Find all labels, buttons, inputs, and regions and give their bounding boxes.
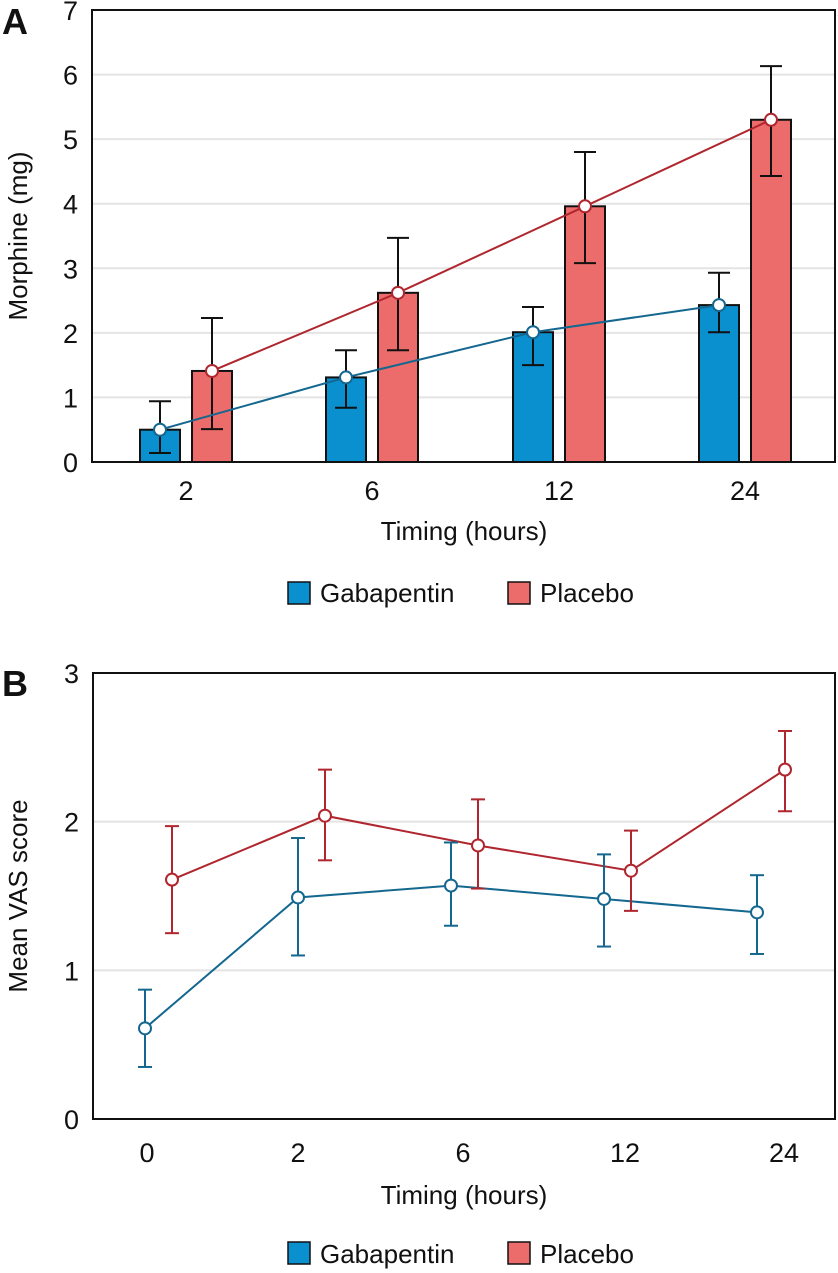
y-tick-label: 0	[63, 448, 78, 478]
x-axis-title-b: Timing (hours)	[381, 1180, 548, 1210]
x-axis-title-a: Timing (hours)	[381, 516, 548, 546]
marker-placebo	[764, 112, 778, 127]
y-tick-label: 4	[63, 190, 78, 220]
legend-a: Gabapentin Placebo	[287, 578, 634, 608]
x-tick-label: 24	[769, 1138, 799, 1168]
marker-gabapentin	[712, 298, 726, 313]
y-tick-label: 6	[63, 61, 78, 91]
legend-label-gabapentin: Gabapentin	[320, 1239, 454, 1269]
marker-gabapentin	[444, 878, 458, 893]
trend-line-gabapentin	[159, 304, 720, 431]
legend-swatch-gabapentin	[287, 1241, 311, 1265]
trend-line-placebo	[211, 118, 772, 372]
marker-placebo	[205, 363, 219, 378]
y-tick-label: 7	[63, 0, 78, 26]
y-tick-label: 3	[64, 659, 79, 689]
legend-b: Gabapentin Placebo	[287, 1239, 634, 1269]
panel-label-a: A	[2, 1, 28, 42]
x-tick-label: 2	[290, 1138, 305, 1168]
y-tick-label: 0	[64, 1105, 79, 1135]
marker-gabapentin	[339, 370, 353, 385]
marker-placebo	[391, 285, 405, 300]
marker-placebo	[471, 838, 485, 853]
marker-gabapentin	[291, 890, 305, 905]
marker-placebo	[778, 762, 792, 777]
y-tick-label: 1	[64, 956, 79, 986]
x-tick-label: 0	[139, 1138, 154, 1168]
x-tick-label: 6	[364, 476, 379, 506]
panel-label-b: B	[2, 663, 28, 704]
legend-swatch-placebo	[507, 581, 531, 605]
x-tick-label: 12	[544, 476, 574, 506]
y-tick-label: 2	[63, 319, 78, 349]
marker-gabapentin	[526, 325, 540, 340]
marker-gabapentin	[597, 891, 611, 906]
marker-placebo	[318, 808, 332, 823]
x-tick-label: 12	[610, 1138, 640, 1168]
legend-label-gabapentin: Gabapentin	[320, 578, 454, 608]
legend-label-placebo: Placebo	[540, 1239, 634, 1269]
y-tick-label: 1	[63, 383, 78, 413]
plot-frame	[92, 672, 836, 1120]
legend-label-placebo: Placebo	[540, 578, 634, 608]
plot-frame	[91, 9, 836, 463]
legend-swatch-placebo	[507, 1241, 531, 1265]
marker-gabapentin	[138, 1021, 152, 1036]
y-tick-label: 2	[64, 808, 79, 838]
marker-placebo	[624, 863, 638, 878]
marker-gabapentin	[750, 905, 764, 920]
x-tick-label: 6	[455, 1138, 470, 1168]
y-tick-label: 3	[63, 254, 78, 284]
y-tick-label: 5	[63, 125, 78, 155]
marker-placebo	[578, 199, 592, 214]
legend-swatch-gabapentin	[287, 581, 311, 605]
marker-gabapentin	[153, 422, 167, 437]
x-tick-label: 2	[178, 476, 193, 506]
y-axis-title-b: Mean VAS score	[3, 799, 33, 992]
x-tick-label: 24	[730, 476, 760, 506]
y-axis-title-a: Morphine (mg)	[3, 151, 33, 320]
marker-placebo	[165, 872, 179, 887]
